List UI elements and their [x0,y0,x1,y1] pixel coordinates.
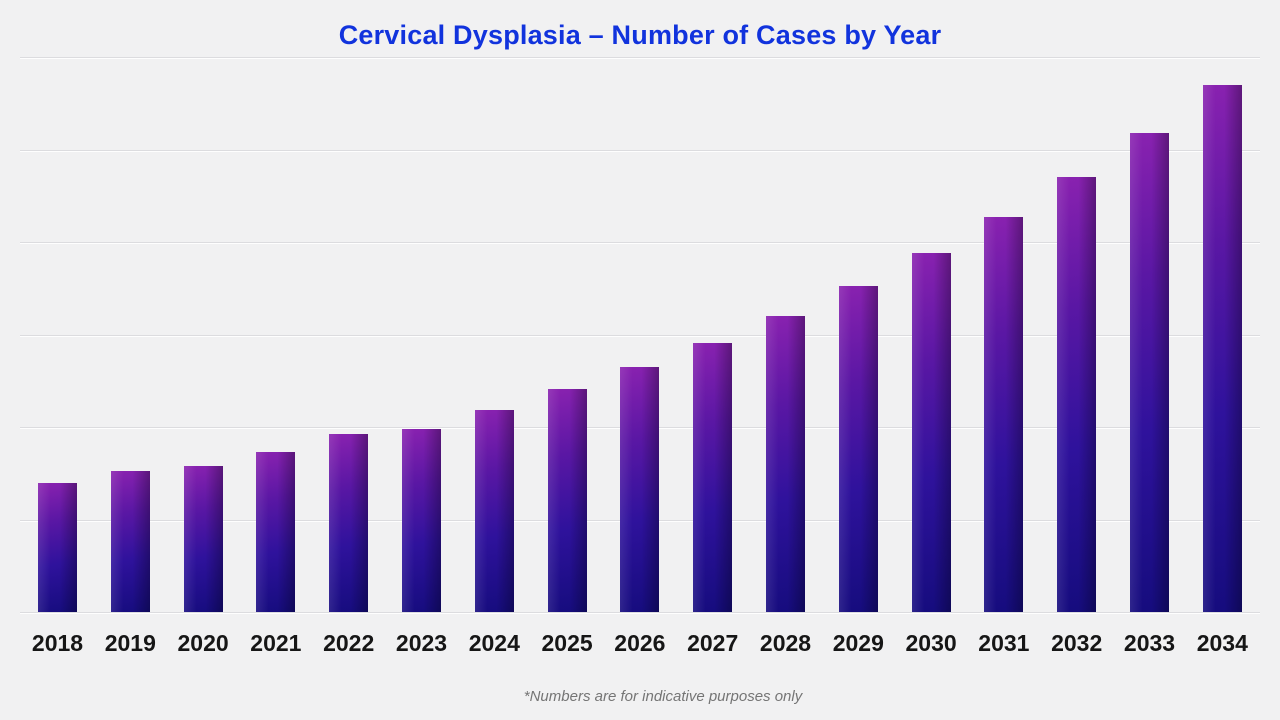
x-tick-label: 2019 [104,630,156,656]
bar-2030 [911,253,951,612]
x-tick-label: 2032 [1051,630,1103,656]
gridline [20,242,1260,243]
bar-2032 [1057,177,1097,612]
bar-2034 [1202,84,1242,612]
x-tick-label: 2018 [31,630,84,656]
x-tick-label: 2027 [687,630,739,656]
x-tick-label: 2020 [177,630,229,656]
plot-area [20,57,1260,613]
bar-2029 [838,286,878,612]
x-tick-label: 2031 [978,630,1030,656]
x-tick-label: 2033 [1123,630,1176,656]
bar-2025 [547,389,587,612]
x-tick-label: 2028 [759,630,812,656]
gridline [20,334,1260,336]
x-tick-label: 2023 [395,630,448,656]
x-tick-label: 2026 [614,630,666,656]
bar-2026 [620,366,660,612]
x-tick-label: 2022 [323,630,375,656]
bar-2019 [110,471,150,612]
bar-2020 [183,465,223,612]
gridline [20,149,1260,151]
x-axis-baseline [20,612,1260,613]
bar-2023 [402,428,441,612]
bar-2031 [984,217,1024,612]
x-tick-label: 2034 [1196,630,1248,656]
bar-2028 [766,316,805,612]
bar-2021 [256,451,296,612]
chart-title: Cervical Dysplasia – Number of Cases by … [338,20,942,50]
gridline [20,57,1260,58]
x-tick-label: 2025 [541,630,593,656]
x-axis-labels: 2018 2019 2020 2021 2022 2023 2024 2025 2026 2027… [20,630,1260,660]
bar-2024 [474,410,514,612]
bar-2022 [329,434,369,612]
x-tick-label: 2029 [832,630,884,656]
x-tick-label: 2021 [250,630,302,656]
x-tick-label: 2024 [468,630,520,656]
bar-2027 [693,342,733,612]
bar-2033 [1130,132,1169,612]
x-tick-label: 2030 [905,630,957,656]
chart-footnote: *Numbers are for indicative purposes onl… [523,688,803,705]
bar-2018 [38,483,77,612]
